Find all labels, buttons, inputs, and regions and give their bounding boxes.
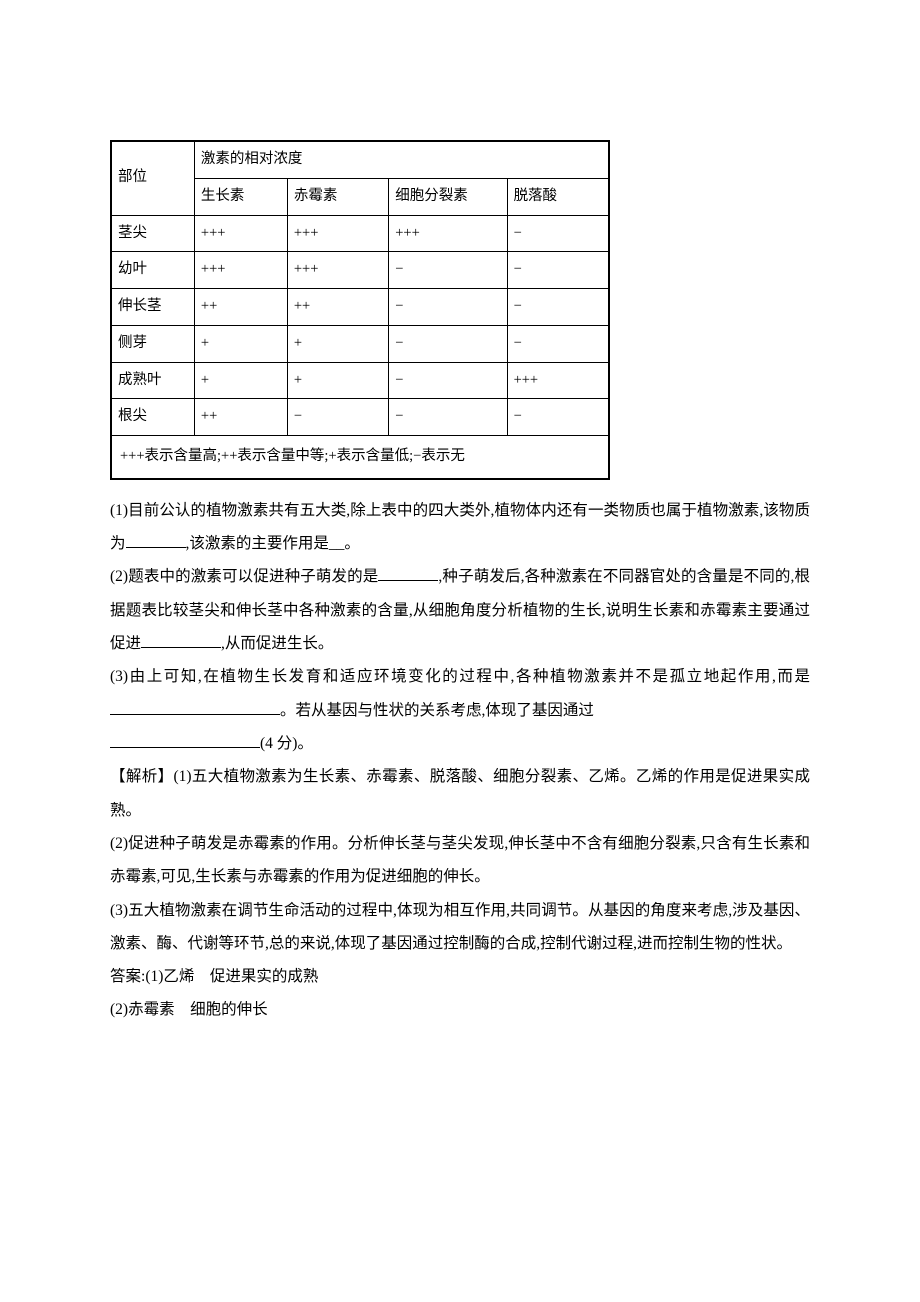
cell: −: [507, 399, 609, 436]
q2-text-c: ,从而促进生长。: [221, 635, 333, 652]
cell: ++: [194, 289, 287, 326]
q2-text-a: (2)题表中的激素可以促进种子萌发的是: [110, 568, 378, 585]
cell: −: [507, 325, 609, 362]
cell: +: [194, 325, 287, 362]
question-3: (3)由上可知,在植物生长发育和适应环境变化的过程中,各种植物激素并不是孤立地起…: [110, 660, 810, 727]
cell: −: [507, 289, 609, 326]
cell: −: [507, 215, 609, 252]
row-label: 成熟叶: [111, 362, 194, 399]
blank-fill: [126, 532, 186, 549]
answer-line-1: 答案:(1)乙烯 促进果实的成熟: [110, 960, 810, 993]
table-row: 伸长茎 ++ ++ − −: [111, 289, 609, 326]
answer-1: (1)乙烯 促进果实的成熟: [145, 968, 318, 985]
analysis-3: (3)五大植物激素在调节生命活动的过程中,体现为相互作用,共同调节。从基因的角度…: [110, 894, 810, 961]
cell: +++: [287, 215, 388, 252]
cell: +++: [194, 252, 287, 289]
header-concentration: 激素的相对浓度: [194, 141, 609, 178]
col-gibberellin: 赤霉素: [287, 178, 388, 215]
blank-fill: [141, 632, 221, 649]
cell: −: [389, 362, 507, 399]
q3-text-a: (3)由上可知,在植物生长发育和适应环境变化的过程中,各种植物激素并不是孤立地起…: [110, 668, 810, 685]
table-row: 根尖 ++ − − −: [111, 399, 609, 436]
table-legend: +++表示含量高;++表示含量中等;+表示含量低;−表示无: [111, 436, 609, 479]
blank-fill: [378, 565, 438, 582]
cell: −: [389, 252, 507, 289]
table-row: 茎尖 +++ +++ +++ −: [111, 215, 609, 252]
question-3-cont: (4 分)。: [110, 727, 810, 760]
analysis-paragraph: 【解析】(1)五大植物激素为生长素、赤霉素、脱落酸、细胞分裂素、乙烯。乙烯的作用…: [110, 760, 810, 827]
cell: +: [194, 362, 287, 399]
q3-text-b: 。若从基因与性状的关系考虑,体现了基因通过: [280, 702, 594, 719]
cell: +: [287, 325, 388, 362]
answer-label: 答案:: [110, 968, 145, 985]
header-location: 部位: [111, 141, 194, 215]
cell: −: [507, 252, 609, 289]
table-legend-row: +++表示含量高;++表示含量中等;+表示含量低;−表示无: [111, 436, 609, 479]
table-row: 幼叶 +++ +++ − −: [111, 252, 609, 289]
table-row: 成熟叶 + + − +++: [111, 362, 609, 399]
blank-fill: [110, 731, 260, 748]
q3-text-c: (4 分)。: [260, 735, 313, 752]
table-row: 侧芽 + + − −: [111, 325, 609, 362]
cell: −: [389, 325, 507, 362]
row-label: 茎尖: [111, 215, 194, 252]
cell: −: [287, 399, 388, 436]
cell: ++: [194, 399, 287, 436]
cell: −: [389, 399, 507, 436]
question-1: (1)目前公认的植物激素共有五大类,除上表中的四大类外,植物体内还有一类物质也属…: [110, 494, 810, 561]
q1-text-b: ,该激素的主要作用是__。: [186, 535, 360, 552]
blank-fill: [110, 698, 280, 715]
cell: +++: [507, 362, 609, 399]
analysis-2: (2)促进种子萌发是赤霉素的作用。分析伸长茎与茎尖发现,伸长茎中不含有细胞分裂素…: [110, 827, 810, 894]
hormone-table: 部位 激素的相对浓度 生长素 赤霉素 细胞分裂素 脱落酸 茎尖 +++ +++ …: [110, 140, 610, 480]
row-label: 伸长茎: [111, 289, 194, 326]
col-cytokinin: 细胞分裂素: [389, 178, 507, 215]
row-label: 根尖: [111, 399, 194, 436]
cell: +++: [389, 215, 507, 252]
cell: +++: [194, 215, 287, 252]
cell: +: [287, 362, 388, 399]
row-label: 幼叶: [111, 252, 194, 289]
analysis-1: (1)五大植物激素为生长素、赤霉素、脱落酸、细胞分裂素、乙烯。乙烯的作用是促进果…: [110, 768, 810, 818]
cell: ++: [287, 289, 388, 326]
row-label: 侧芽: [111, 325, 194, 362]
document-page: 部位 激素的相对浓度 生长素 赤霉素 细胞分裂素 脱落酸 茎尖 +++ +++ …: [0, 0, 920, 1107]
cell: −: [389, 289, 507, 326]
cell: +++: [287, 252, 388, 289]
table-header-row-1: 部位 激素的相对浓度: [111, 141, 609, 178]
answer-2: (2)赤霉素 细胞的伸长: [110, 993, 810, 1026]
question-2: (2)题表中的激素可以促进种子萌发的是,种子萌发后,各种激素在不同器官处的含量是…: [110, 560, 810, 660]
col-auxin: 生长素: [194, 178, 287, 215]
col-aba: 脱落酸: [507, 178, 609, 215]
analysis-label: 【解析】: [110, 768, 173, 785]
